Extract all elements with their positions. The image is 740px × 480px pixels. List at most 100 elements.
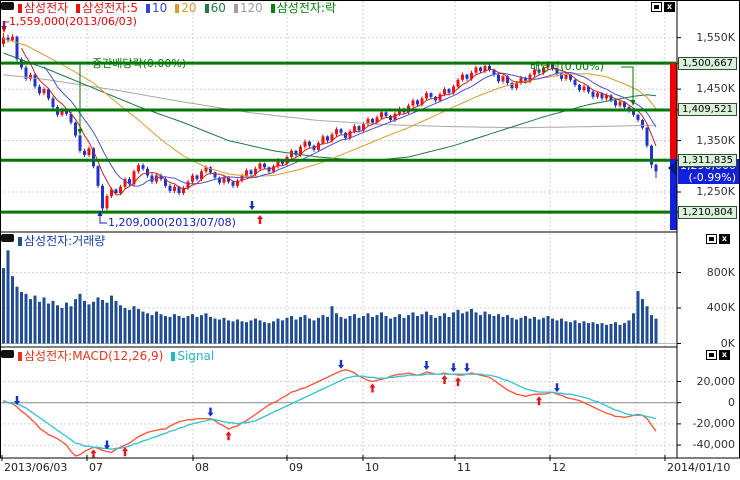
signal-line (3, 373, 657, 450)
volume-bar (384, 316, 388, 344)
candle-body (515, 83, 518, 89)
candle-body (200, 171, 203, 180)
candle-body (447, 89, 451, 93)
candle-body (137, 165, 140, 172)
candle-body (542, 67, 545, 73)
candle-body (636, 114, 640, 120)
volume-bar (96, 297, 100, 344)
volume-bar (245, 322, 248, 344)
volume-bar (429, 315, 433, 344)
volume-bar (110, 295, 113, 344)
volume-bar (101, 300, 104, 344)
legend-item[interactable]: 120 (233, 2, 263, 14)
candle-body (33, 74, 37, 87)
volume-bar (600, 323, 604, 344)
legend-item[interactable]: 삼성전자:5 (76, 2, 138, 14)
candle-body (276, 160, 280, 167)
x-axis-label: 11 (457, 461, 471, 474)
candle-body (195, 175, 199, 180)
high-annotation-bracket (3, 21, 9, 28)
candle-body (474, 67, 478, 73)
volume-bar (650, 315, 653, 344)
legend-item[interactable]: 삼성전자:락 (270, 2, 336, 14)
legend-item[interactable]: 10 (146, 2, 167, 14)
macd-pane-window-buttons: x (706, 350, 730, 360)
pane-grip-macd[interactable] (1, 350, 14, 358)
volume-bar (150, 315, 154, 344)
price-axis-label: 1,550K (696, 30, 735, 44)
volume-bar (209, 316, 212, 344)
pane-grip-price[interactable] (1, 2, 14, 10)
candle-body (299, 146, 302, 155)
ma120-line (3, 74, 657, 129)
volume-bar (479, 315, 482, 344)
volume-bar (141, 311, 145, 344)
volume-bar (173, 314, 176, 344)
legend-item[interactable]: Signal (171, 350, 214, 362)
low-price-annotation: 1,209,000(2013/07/08) (108, 216, 236, 229)
volume-bar (560, 318, 563, 344)
mid-dividend-bracket (79, 63, 89, 130)
volume-bar (506, 315, 509, 344)
volume-bar (461, 313, 464, 344)
volume-bar (155, 311, 158, 344)
candle-body (429, 93, 433, 97)
volume-bar (578, 323, 581, 344)
x-axis-label: 07 (89, 461, 103, 474)
volume-series-bullet-icon (18, 236, 22, 246)
candle-body (438, 94, 442, 101)
candle-body (303, 141, 307, 147)
legend-item[interactable]: 삼성전자 (18, 2, 68, 14)
close-icon[interactable]: x (719, 234, 730, 244)
volume-bar (132, 306, 136, 344)
volume-legend-item[interactable]: 삼성전자:거래량 (18, 235, 105, 247)
restore-icon[interactable] (706, 350, 717, 360)
pane-grip-volume[interactable] (1, 234, 14, 242)
candle-body (74, 122, 77, 136)
candle-body (321, 136, 325, 144)
legend-item[interactable]: 삼성전자:MACD(12,26,9) (18, 350, 163, 362)
volume-bar (443, 313, 446, 344)
close-icon[interactable]: x (664, 2, 675, 12)
candle-body (141, 165, 145, 169)
candle-body (569, 74, 572, 80)
candle-body (443, 89, 446, 95)
candle-body (492, 69, 496, 75)
candle-body (186, 181, 190, 188)
candle-body (420, 98, 424, 105)
buy-signal-arrow-icon (536, 396, 542, 406)
candle-body (146, 168, 149, 176)
volume-bar (29, 299, 32, 344)
candle-body (317, 143, 320, 150)
candle-body (483, 66, 487, 72)
series-bullet-icon (204, 3, 209, 13)
volume-bar (636, 291, 640, 344)
volume-bar (281, 320, 284, 344)
candle-body (114, 189, 118, 193)
volume-axis-label: 400K (706, 301, 735, 314)
candle-body (425, 93, 428, 99)
candle-body (132, 171, 136, 185)
restore-icon[interactable] (651, 2, 662, 12)
volume-bar (42, 297, 46, 344)
close-icon[interactable]: x (719, 350, 730, 360)
candle-body (564, 74, 568, 79)
sell-signal-arrow-icon (554, 383, 560, 393)
restore-icon[interactable] (706, 234, 717, 244)
volume-bar (492, 316, 496, 344)
candle-body (92, 148, 95, 167)
candle-body (182, 187, 185, 193)
legend-item[interactable]: 60 (204, 2, 226, 14)
candle-body (191, 175, 194, 182)
legend-item[interactable]: 20 (175, 2, 197, 14)
candle-body (465, 74, 469, 79)
volume-bar (236, 319, 239, 344)
candle-body (645, 127, 649, 146)
candle-body (470, 72, 473, 79)
candle-body (308, 141, 311, 146)
candle-body (42, 89, 46, 94)
x-axis-label: 2014/01/10 (667, 461, 731, 474)
x-axis-label: 2013/06/03 (4, 461, 68, 474)
volume-bar (375, 315, 379, 344)
